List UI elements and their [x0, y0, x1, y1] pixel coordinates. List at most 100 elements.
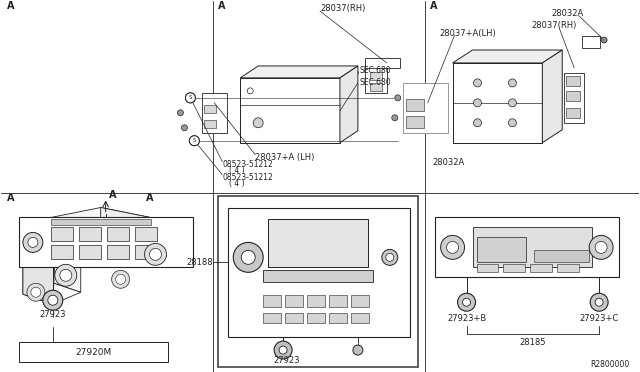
Bar — [531, 264, 552, 272]
Text: 28185: 28185 — [519, 338, 545, 347]
Text: R2800000: R2800000 — [590, 359, 629, 369]
Bar — [202, 93, 227, 133]
Circle shape — [186, 93, 195, 103]
Bar — [100, 234, 111, 243]
Bar — [79, 227, 100, 241]
Polygon shape — [340, 66, 358, 143]
Bar — [365, 58, 400, 68]
Bar — [406, 116, 424, 128]
Text: A: A — [218, 1, 226, 11]
Text: 08523-51212: 08523-51212 — [222, 173, 273, 182]
Text: S: S — [193, 138, 196, 143]
Bar — [370, 72, 382, 80]
Bar — [51, 219, 150, 225]
Circle shape — [177, 110, 184, 116]
Circle shape — [150, 248, 161, 260]
Polygon shape — [51, 257, 81, 292]
Bar — [263, 313, 281, 323]
Text: A: A — [429, 1, 437, 11]
Circle shape — [233, 243, 263, 272]
Text: 27920M: 27920M — [76, 347, 112, 356]
Text: S: S — [193, 138, 196, 143]
Text: 28188: 28188 — [187, 258, 213, 267]
Text: SEC.680: SEC.680 — [360, 67, 392, 76]
Text: 27923+B: 27923+B — [447, 314, 486, 323]
Polygon shape — [23, 270, 81, 304]
Text: A: A — [145, 193, 153, 202]
Circle shape — [48, 295, 58, 305]
Bar — [365, 63, 387, 93]
Bar — [534, 250, 589, 262]
Text: 28037(RH): 28037(RH) — [532, 20, 577, 30]
Bar — [557, 264, 579, 272]
Bar — [263, 270, 373, 282]
Bar — [107, 227, 129, 241]
Bar — [351, 313, 369, 323]
Text: S: S — [189, 95, 192, 100]
Circle shape — [31, 287, 41, 297]
Text: 27923: 27923 — [273, 356, 300, 365]
Circle shape — [590, 293, 608, 311]
Polygon shape — [240, 66, 358, 78]
Circle shape — [189, 136, 200, 146]
Bar — [566, 91, 580, 101]
Text: 28032A: 28032A — [433, 158, 465, 167]
Circle shape — [463, 298, 470, 306]
Circle shape — [382, 249, 397, 265]
Circle shape — [181, 125, 188, 131]
Text: ( 4 ): ( 4 ) — [229, 179, 245, 188]
Bar — [134, 227, 157, 241]
Circle shape — [145, 243, 166, 265]
Bar — [370, 83, 382, 91]
Bar — [51, 227, 73, 241]
Bar — [582, 36, 600, 48]
Circle shape — [247, 88, 253, 94]
Text: S: S — [189, 95, 192, 100]
Bar — [403, 83, 447, 133]
Text: A: A — [7, 193, 15, 202]
Circle shape — [55, 264, 77, 286]
Bar — [240, 78, 340, 143]
Bar — [329, 313, 347, 323]
Circle shape — [28, 237, 38, 247]
Text: 28032A: 28032A — [551, 9, 583, 17]
Bar — [51, 246, 73, 259]
Circle shape — [508, 119, 516, 127]
Circle shape — [508, 99, 516, 107]
Text: 28037(RH): 28037(RH) — [320, 4, 365, 13]
Bar — [566, 108, 580, 118]
Bar — [218, 196, 418, 367]
Circle shape — [440, 235, 465, 259]
Circle shape — [23, 232, 43, 252]
Polygon shape — [542, 50, 563, 143]
Polygon shape — [51, 208, 150, 243]
Circle shape — [353, 345, 363, 355]
Bar — [564, 73, 584, 123]
Bar — [406, 99, 424, 111]
Bar — [19, 342, 168, 362]
Circle shape — [279, 346, 287, 354]
Circle shape — [601, 37, 607, 43]
Circle shape — [386, 253, 394, 262]
Bar — [204, 120, 216, 128]
Bar — [307, 295, 325, 307]
Polygon shape — [23, 232, 56, 304]
Circle shape — [474, 99, 481, 107]
Bar — [472, 227, 592, 267]
Circle shape — [595, 241, 607, 253]
Bar — [263, 295, 281, 307]
Bar — [307, 313, 325, 323]
Circle shape — [508, 79, 516, 87]
Polygon shape — [23, 218, 51, 270]
Polygon shape — [452, 50, 563, 63]
Circle shape — [241, 250, 255, 264]
Bar — [351, 295, 369, 307]
Text: A: A — [7, 1, 15, 11]
Bar — [268, 219, 368, 267]
Text: 28037+A(LH): 28037+A(LH) — [439, 29, 496, 38]
Circle shape — [253, 118, 263, 128]
Circle shape — [458, 293, 476, 311]
Bar — [477, 264, 499, 272]
Polygon shape — [23, 218, 81, 240]
Text: 27923: 27923 — [40, 310, 66, 319]
